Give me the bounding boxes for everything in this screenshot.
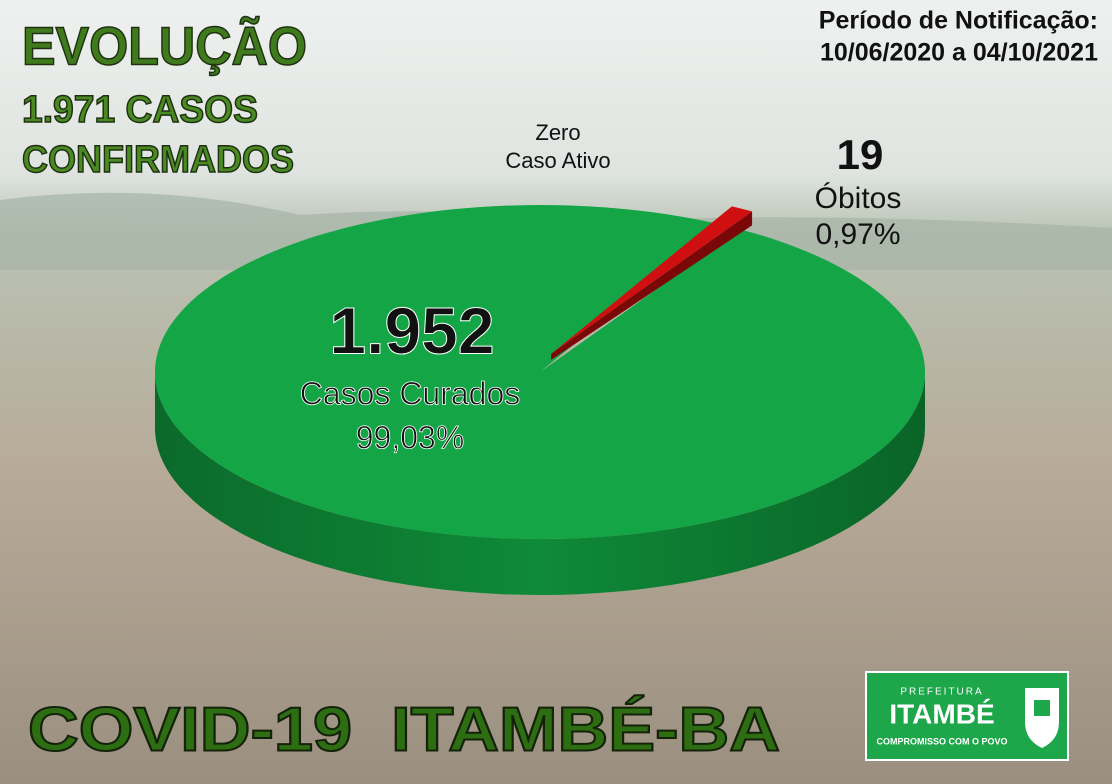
slice — [551, 206, 753, 354]
pie — [155, 205, 926, 595]
subtitle: 1.971 CASOS — [22, 89, 258, 131]
pie-side — [155, 372, 925, 595]
value-label: 19 — [837, 131, 884, 178]
logo-name: ITAMBÉ — [889, 698, 994, 729]
annotation: Caso Ativo — [505, 148, 610, 173]
period: 10/06/2020 a 04/10/2021 — [820, 39, 1098, 67]
footer: COVID-19 ITAMBÉ-BA — [28, 695, 780, 764]
logo: PREFEITURA ITAMBÉ COMPROMISSO COM O POVO — [865, 671, 1069, 761]
slice-side — [551, 211, 753, 360]
percent-label: 0,97% — [815, 218, 900, 251]
percent-label: 99,03% — [356, 419, 465, 455]
logo-top: PREFEITURA — [900, 687, 983, 698]
category-label: Óbitos — [815, 182, 902, 215]
annotation: Zero — [535, 120, 580, 145]
subtitle: CONFIRMADOS — [22, 139, 294, 181]
value-label: 1.952 — [329, 293, 494, 367]
title: EVOLUÇÃO — [22, 16, 307, 76]
logo-motto: COMPROMISSO COM O POVO — [876, 736, 1007, 746]
period: Período de Notificação: — [819, 7, 1098, 35]
slice — [155, 205, 926, 540]
logo-crest-inner — [1034, 700, 1050, 716]
logo-crest — [1025, 688, 1059, 748]
category-label: Casos Curados — [300, 375, 521, 411]
